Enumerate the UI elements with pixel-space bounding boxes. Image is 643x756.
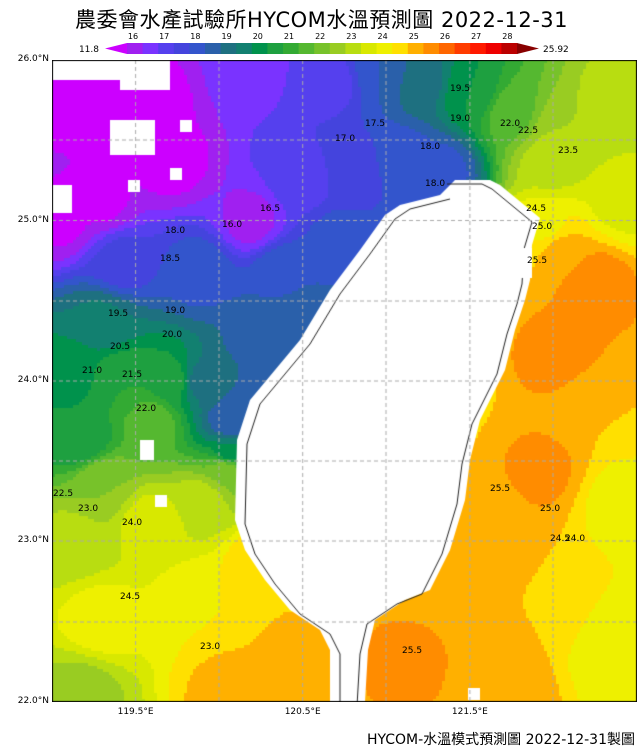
contour-label: 25.5	[527, 256, 548, 266]
colorbar-swatch	[501, 43, 518, 54]
colorbar-swatch	[142, 43, 159, 54]
contour-label: 25.0	[532, 222, 553, 232]
colorbar-tick-label: 20	[253, 32, 263, 41]
colorbar-swatch	[345, 43, 362, 54]
longitude-label: 121.5°E	[451, 707, 488, 717]
contour-label: 24.5	[526, 204, 547, 214]
colorbar-swatch	[392, 43, 409, 54]
colorbar-tick-label: 27	[471, 32, 481, 41]
contour-label: 24.0	[122, 518, 143, 528]
colorbar-tick-label: 19	[222, 32, 232, 41]
colorbar-swatch	[454, 43, 471, 54]
colorbar-tick-label: 23	[346, 32, 356, 41]
colorbar-swatch	[205, 43, 222, 54]
contour-label: 16.0	[222, 220, 243, 230]
contour-label: 25.0	[540, 504, 561, 514]
colorbar-swatch	[189, 43, 206, 54]
contour-label: 19.5	[450, 84, 471, 94]
contour-label: 22.5	[518, 126, 539, 136]
contour-label: 19.0	[450, 114, 471, 124]
colorbar-swatch	[329, 43, 346, 54]
colorbar-swatch	[376, 43, 393, 54]
longitude-label: 119.5°E	[117, 707, 154, 717]
colorbar-swatch	[423, 43, 440, 54]
colorbar-swatch	[298, 43, 315, 54]
colorbar-swatch	[158, 43, 175, 54]
colorbar-tick-label: 17	[159, 32, 169, 41]
colorbar-tick-label: 26	[440, 32, 450, 41]
latitude-label: 22.0°N	[17, 696, 49, 706]
contour-label: 18.0	[420, 142, 441, 152]
contour-label: 22.0	[500, 119, 521, 129]
latitude-label: 24.0°N	[17, 375, 49, 385]
latitude-label: 26.0°N	[17, 54, 49, 64]
colorbar-min-label: 11.8	[79, 45, 99, 55]
contour-label: 18.0	[165, 226, 186, 236]
colorbar-swatch	[361, 43, 378, 54]
contour-label: 22.5	[53, 489, 74, 499]
colorbar-tick-label: 18	[190, 32, 200, 41]
colorbar-swatch	[314, 43, 331, 54]
contour-label: 24.5	[550, 534, 571, 544]
colorbar-swatch	[439, 43, 456, 54]
contour-label: 21.0	[82, 366, 103, 376]
colorbar-swatch	[485, 43, 502, 54]
colorbar-swatch	[127, 43, 144, 54]
contour-label: 20.0	[162, 330, 183, 340]
longitude-label: 120.5°E	[284, 707, 321, 717]
colorbar-high-arrow	[517, 43, 539, 54]
colorbar-swatch	[220, 43, 237, 54]
contour-label: 23.0	[200, 642, 221, 652]
colorbar-tick-label: 22	[315, 32, 325, 41]
colorbar-swatch	[173, 43, 190, 54]
contour-label: 20.5	[110, 342, 131, 352]
colorbar-low-arrow	[105, 43, 127, 54]
map-title: 農委會水產試驗所HYCOM水溫預測圖 2022-12-31	[75, 8, 568, 32]
contour-label: 25.5	[490, 484, 511, 494]
latitude-label: 25.0°N	[17, 214, 49, 225]
colorbar-swatch	[283, 43, 300, 54]
colorbar-swatch	[470, 43, 487, 54]
contour-label: 23.5	[558, 146, 579, 156]
contour-label: 18.0	[425, 179, 446, 189]
contour-label: 21.5	[122, 370, 143, 380]
colorbar-tick-label: 25	[409, 32, 419, 41]
colorbar-max-label: 25.92	[543, 45, 569, 55]
contour-label: 16.5	[260, 204, 281, 214]
latitude-label: 23.0°N	[17, 535, 49, 545]
contour-label: 18.5	[160, 254, 181, 264]
contour-label: 17.5	[365, 119, 386, 129]
contour-label: 24.5	[120, 592, 141, 602]
contour-label: 19.0	[165, 306, 186, 316]
contour-label: 22.0	[136, 404, 157, 414]
colorbar-swatch	[407, 43, 424, 54]
contour-label: 25.5	[402, 646, 423, 656]
footer-caption: HYCOM-水溫模式預測圖 2022-12-31製圖	[366, 732, 635, 748]
sea-temperature-map	[52, 60, 637, 702]
contour-label: 24.0	[565, 534, 586, 544]
colorbar-tick-label: 16	[128, 32, 138, 41]
colorbar-swatch	[267, 43, 284, 54]
colorbar-swatch	[251, 43, 268, 54]
colorbar-swatch	[236, 43, 253, 54]
colorbar: 11.8 25.92 16 17 18 19 20 21 22 23 24 25 26 27 28	[79, 32, 569, 55]
contour-label: 23.0	[78, 504, 99, 514]
contour-label: 19.5	[108, 309, 129, 319]
colorbar-tick-label: 24	[378, 32, 388, 41]
contour-label: 17.0	[335, 134, 356, 144]
colorbar-tick-label: 21	[284, 32, 294, 41]
colorbar-tick-label: 28	[502, 32, 512, 41]
